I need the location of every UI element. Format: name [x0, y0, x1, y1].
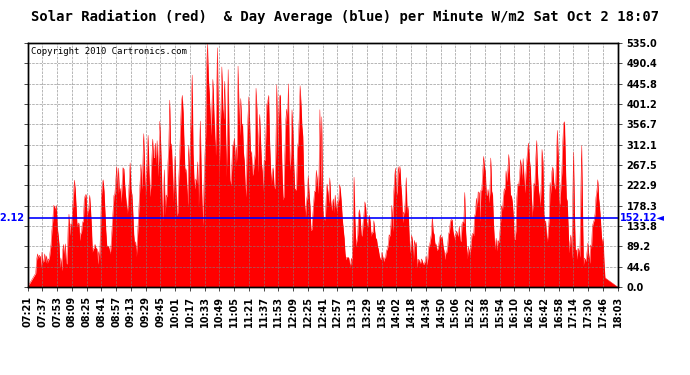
Text: 152.12◄: 152.12◄ — [620, 213, 665, 223]
Text: Copyright 2010 Cartronics.com: Copyright 2010 Cartronics.com — [30, 47, 186, 56]
Text: ►152.12: ►152.12 — [0, 213, 25, 223]
Text: Solar Radiation (red)  & Day Average (blue) per Minute W/m2 Sat Oct 2 18:07: Solar Radiation (red) & Day Average (blu… — [31, 9, 659, 24]
